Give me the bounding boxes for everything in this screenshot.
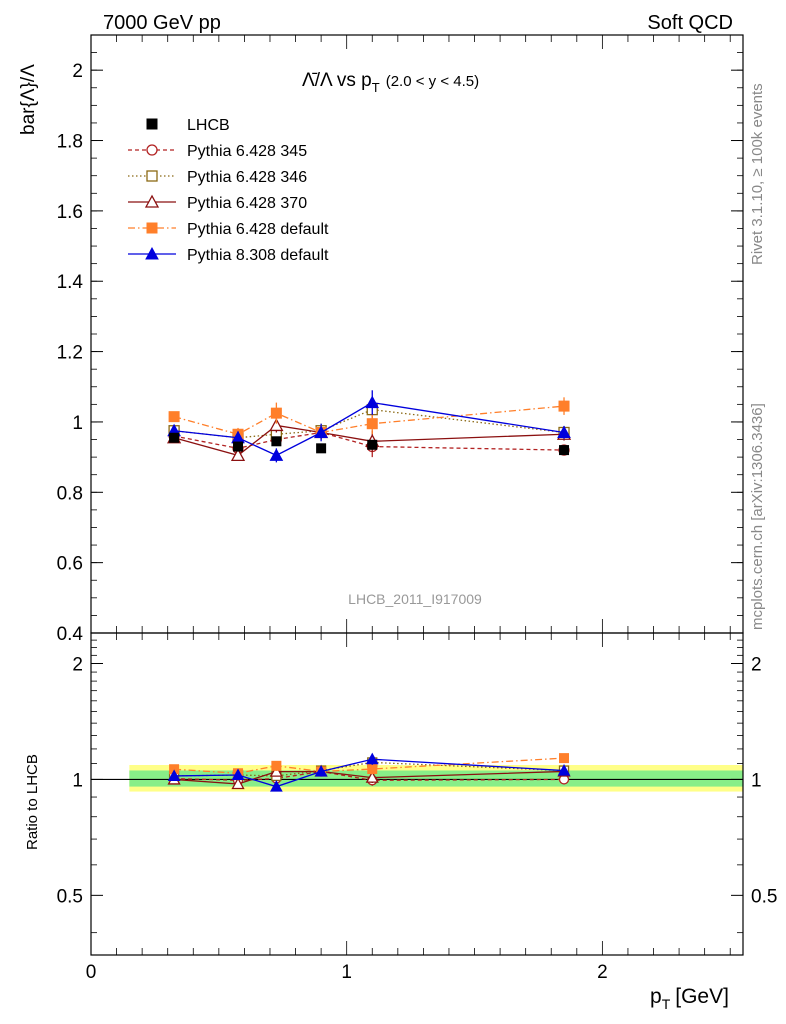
ratio-point	[231, 768, 245, 780]
legend-marker	[146, 222, 158, 234]
ratio-point	[559, 753, 570, 764]
chart-title: Λ̄/Λ vs pT (2.0 < y < 4.5)	[302, 70, 479, 95]
ratio-series-line	[174, 770, 565, 785]
legend-label: Pythia 6.428 346	[187, 169, 307, 186]
series-point	[365, 395, 380, 409]
y-axis-label: bar{Λ}/Λ	[18, 64, 39, 135]
ratio-panel: 0.5 0.5 1 1 2 2	[57, 639, 777, 934]
series-line	[173, 424, 565, 457]
data-point	[559, 445, 570, 456]
legend-label: Pythia 8.308 default	[187, 247, 329, 264]
ratio-series-line	[174, 758, 565, 788]
series-point	[270, 407, 282, 419]
x-tick-label: 2	[597, 962, 608, 983]
series-line	[174, 408, 565, 439]
data-point	[316, 443, 327, 454]
main-panel: 0.4 0.6 0.8 1 1.2 1.4 1.6 1.8 2 0 1 2	[57, 34, 743, 983]
ratio-point	[167, 769, 181, 781]
legend-marker	[146, 118, 158, 130]
series-point	[366, 418, 378, 430]
legend: LHCB Pythia 6.428 345 Pythia 6.428 346 Pyth…	[128, 117, 329, 264]
legend-label: Pythia 6.428 345	[187, 143, 307, 160]
series-point	[230, 448, 246, 462]
ratio-point	[557, 764, 571, 776]
y-tick-label: 1.8	[57, 132, 83, 153]
ratio-point	[231, 777, 245, 790]
ratio-point	[314, 764, 328, 777]
series-line	[174, 401, 565, 457]
ratio-point	[365, 752, 379, 765]
ratio-point	[271, 760, 282, 771]
legend-marker	[146, 144, 158, 156]
ratio-tick-label-right: 0.5	[751, 886, 777, 907]
ratio-tick-label-left: 0.5	[57, 886, 83, 907]
series-point	[314, 425, 328, 438]
legend-marker	[146, 170, 158, 182]
ratio-tick-label-left: 2	[72, 654, 83, 675]
y-tick-label: 1.2	[57, 343, 83, 364]
ratio-point	[270, 780, 283, 792]
data-point	[271, 436, 282, 447]
series-line	[173, 431, 565, 451]
legend-label: Pythia 6.428 370	[187, 195, 307, 212]
x-tick-label: 0	[86, 962, 97, 983]
header-left: 7000 GeV pp	[103, 12, 221, 34]
series-point	[168, 411, 180, 423]
y-tick-label: 1	[72, 413, 83, 434]
y-tick-label: 0.6	[57, 554, 83, 575]
y-tick-label: 1.6	[57, 202, 83, 223]
y-tick-label: 0.8	[57, 483, 83, 504]
y-tick-label: 1.4	[57, 272, 84, 293]
series-line	[173, 405, 565, 435]
data-point	[233, 441, 244, 452]
analysis-watermark: LHCB_2011_I917009	[348, 591, 482, 607]
data-point	[169, 432, 180, 443]
legend-label: LHCB	[187, 117, 230, 134]
series-point	[557, 425, 571, 438]
rivet-label: Rivet 3.1.10, ≥ 100k events	[749, 83, 766, 265]
ratio-tick-label-right: 1	[751, 770, 762, 791]
series-point	[269, 448, 284, 461]
ratio-tick-label-right: 2	[751, 654, 762, 675]
x-tick-label: 1	[341, 962, 352, 983]
ratio-tick-label-left: 1	[72, 770, 83, 791]
mcplots-label: mcplots.cern.ch [arXiv:1306.3436]	[749, 403, 766, 630]
ratio-frame	[90, 632, 744, 956]
y-tick-label: 2	[72, 61, 83, 82]
legend-marker	[145, 246, 159, 260]
ratio-band-inner	[129, 770, 744, 787]
ratio-point	[367, 764, 378, 775]
ratio-point	[269, 764, 283, 777]
data-point	[367, 439, 378, 450]
ratio-point	[365, 770, 379, 783]
legend-marker	[144, 194, 160, 208]
y-tick-label: 0.4	[57, 624, 84, 645]
ratio-axis-label: Ratio to LHCB	[24, 754, 41, 850]
header-right: Soft QCD	[647, 12, 733, 34]
legend-label: Pythia 6.428 default	[187, 221, 329, 238]
ratio-series-line	[174, 770, 565, 781]
series-point	[558, 400, 570, 412]
x-axis-label: pT [GeV]	[650, 985, 729, 1012]
series-point	[269, 418, 284, 432]
